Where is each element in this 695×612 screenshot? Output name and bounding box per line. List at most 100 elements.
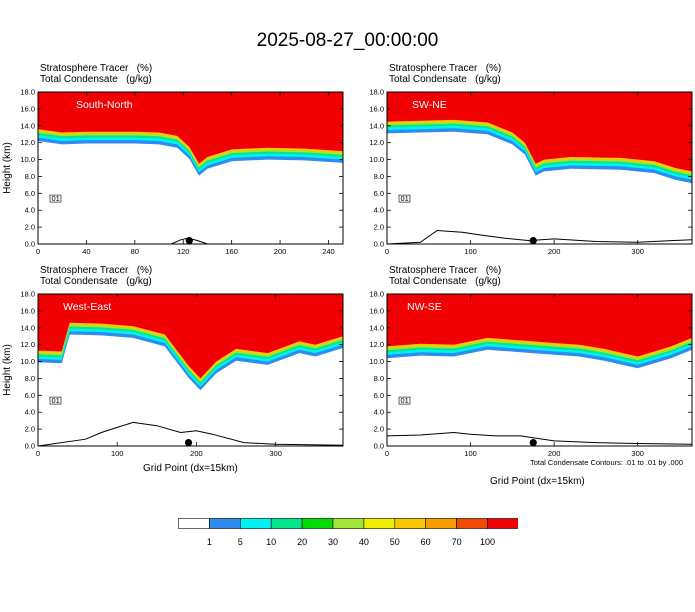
colorbar-box bbox=[270, 518, 303, 529]
x-tick-label: 160 bbox=[225, 247, 238, 256]
y-tick-label: 8.0 bbox=[25, 172, 35, 181]
y-tick-label: 4.0 bbox=[25, 206, 35, 215]
contour-label: 01 bbox=[52, 396, 60, 405]
y-tick-label: 0.0 bbox=[374, 442, 384, 451]
y-tick-label: 14.0 bbox=[369, 323, 384, 332]
y-tick-label: 4.0 bbox=[374, 206, 384, 215]
y-tick-label: 8.0 bbox=[374, 172, 384, 181]
y-axis-label: Height (km) bbox=[2, 344, 13, 396]
colorbar-label: 50 bbox=[389, 537, 400, 547]
colorbar-box bbox=[487, 518, 518, 529]
y-tick-label: 18.0 bbox=[20, 88, 35, 97]
terrain-line bbox=[38, 421, 343, 446]
x-tick-label: 200 bbox=[274, 247, 287, 256]
colorbar-label: 1 bbox=[206, 537, 212, 547]
panel-south-north: 01 South-North 0.0 2.0 4.0 6.0 8.0 10.0 12.0 14.0… bbox=[2, 88, 344, 256]
y-tick-label: 6.0 bbox=[374, 391, 384, 400]
colorbar-label: 20 bbox=[297, 537, 308, 547]
colorbar-label: 10 bbox=[266, 537, 277, 547]
colorbar-box bbox=[332, 518, 365, 529]
x-tick-label: 200 bbox=[548, 449, 561, 458]
colorbar bbox=[178, 518, 518, 529]
y-tick-label: 18.0 bbox=[369, 88, 384, 97]
y-tick-label: 2.0 bbox=[374, 425, 384, 434]
y-tick-label: 14.0 bbox=[369, 121, 384, 130]
tracer-band-5 bbox=[387, 92, 692, 172]
contour-label: 01 bbox=[401, 396, 409, 405]
x-tick-label: 0 bbox=[385, 247, 389, 256]
contour-label-box bbox=[398, 396, 411, 405]
x-tick-label: 300 bbox=[631, 247, 644, 256]
plot-frame bbox=[386, 293, 693, 447]
contour-note: Total Condensate Contours: .01 to .01 by… bbox=[530, 458, 684, 467]
y-tick-label: 16.0 bbox=[369, 104, 384, 113]
y-tick-label: 10.0 bbox=[369, 357, 384, 366]
header-line1: Stratosphere Tracer (%) bbox=[389, 265, 502, 276]
colorbar-box bbox=[239, 518, 272, 529]
y-tick-label: 4.0 bbox=[25, 408, 35, 417]
colorbar-box bbox=[425, 518, 457, 529]
panel-name: SW-NE bbox=[412, 99, 447, 111]
contour-label-box bbox=[49, 194, 62, 203]
header-line1: Stratosphere Tracer (%) bbox=[40, 63, 153, 74]
tracer-field bbox=[38, 92, 343, 244]
y-tick-label: 16.0 bbox=[20, 104, 35, 113]
y-tick-label: 8.0 bbox=[374, 374, 384, 383]
x-tick-label: 120 bbox=[177, 247, 190, 256]
figure-title: 2025-08-27_00:00:00 bbox=[256, 30, 439, 51]
y-tick-label: 12.0 bbox=[20, 340, 35, 349]
contour-label: 01 bbox=[401, 194, 409, 203]
terrain-line bbox=[387, 229, 692, 244]
header-line2: Total Condensate (g/kg) bbox=[389, 74, 501, 85]
contour-label-box bbox=[398, 194, 411, 203]
x-tick-label: 100 bbox=[464, 449, 477, 458]
colorbar-box bbox=[456, 518, 488, 529]
tracer-field bbox=[387, 92, 692, 244]
x-tick-label: 40 bbox=[82, 247, 90, 256]
y-tick-label: 10.0 bbox=[369, 155, 384, 164]
plot-frame bbox=[386, 91, 693, 245]
panel-name: NW-SE bbox=[407, 301, 442, 313]
y-tick-label: 10.0 bbox=[20, 357, 35, 366]
colorbar-label: 5 bbox=[237, 537, 243, 547]
x-tick-label: 80 bbox=[131, 247, 139, 256]
y-tick-label: 2.0 bbox=[25, 223, 35, 232]
x-tick-label: 200 bbox=[190, 449, 203, 458]
tracer-field bbox=[38, 294, 343, 446]
y-tick-label: 16.0 bbox=[369, 306, 384, 315]
y-tick-label: 0.0 bbox=[25, 240, 35, 249]
y-tick-label: 2.0 bbox=[374, 223, 384, 232]
tracer-band-5 bbox=[38, 294, 343, 379]
tracer-band-5 bbox=[387, 294, 692, 357]
location-marker bbox=[185, 237, 193, 245]
panel-sw-ne: 01 SW-NE 0.0 2.0 4.0 6.0 8.0 10.0 12.0 14.0 16.0 18… bbox=[369, 88, 693, 256]
panel-nw-se: 01 NW-SE 0.0 2.0 4.0 6.0 8.0 10.0 12.0 14.0 16.0 18… bbox=[369, 290, 693, 458]
x-tick-label: 0 bbox=[36, 449, 40, 458]
x-tick-label: 300 bbox=[269, 449, 282, 458]
tracer-field bbox=[387, 294, 692, 446]
plot-frame bbox=[37, 293, 344, 447]
colorbar-box bbox=[394, 518, 427, 529]
location-marker bbox=[184, 439, 193, 447]
header-line2: Total Condensate (g/kg) bbox=[40, 74, 152, 85]
colorbar-label: 60 bbox=[420, 537, 431, 547]
terrain-line bbox=[387, 431, 692, 445]
panel-name: South-North bbox=[76, 99, 133, 111]
tracer-band-5 bbox=[38, 92, 343, 164]
y-tick-label: 6.0 bbox=[374, 189, 384, 198]
y-tick-label: 12.0 bbox=[20, 138, 35, 147]
location-marker bbox=[529, 439, 537, 447]
y-tick-label: 0.0 bbox=[25, 442, 35, 451]
y-tick-label: 4.0 bbox=[374, 408, 384, 417]
x-tick-label: 100 bbox=[464, 247, 477, 256]
y-axis-label: Height (km) bbox=[2, 142, 13, 194]
panel-header-sw-ne: Stratosphere Tracer (%) Total Condensate… bbox=[389, 63, 501, 85]
y-tick-label: 16.0 bbox=[20, 306, 35, 315]
x-tick-label: 0 bbox=[36, 247, 40, 256]
x-axis-label-nw-se: Grid Point (dx=15km) bbox=[490, 476, 585, 487]
y-tick-label: 14.0 bbox=[20, 323, 35, 332]
location-marker bbox=[529, 237, 537, 245]
y-tick-label: 2.0 bbox=[25, 425, 35, 434]
colorbar-label: 70 bbox=[451, 537, 462, 547]
y-tick-label: 0.0 bbox=[374, 240, 384, 249]
